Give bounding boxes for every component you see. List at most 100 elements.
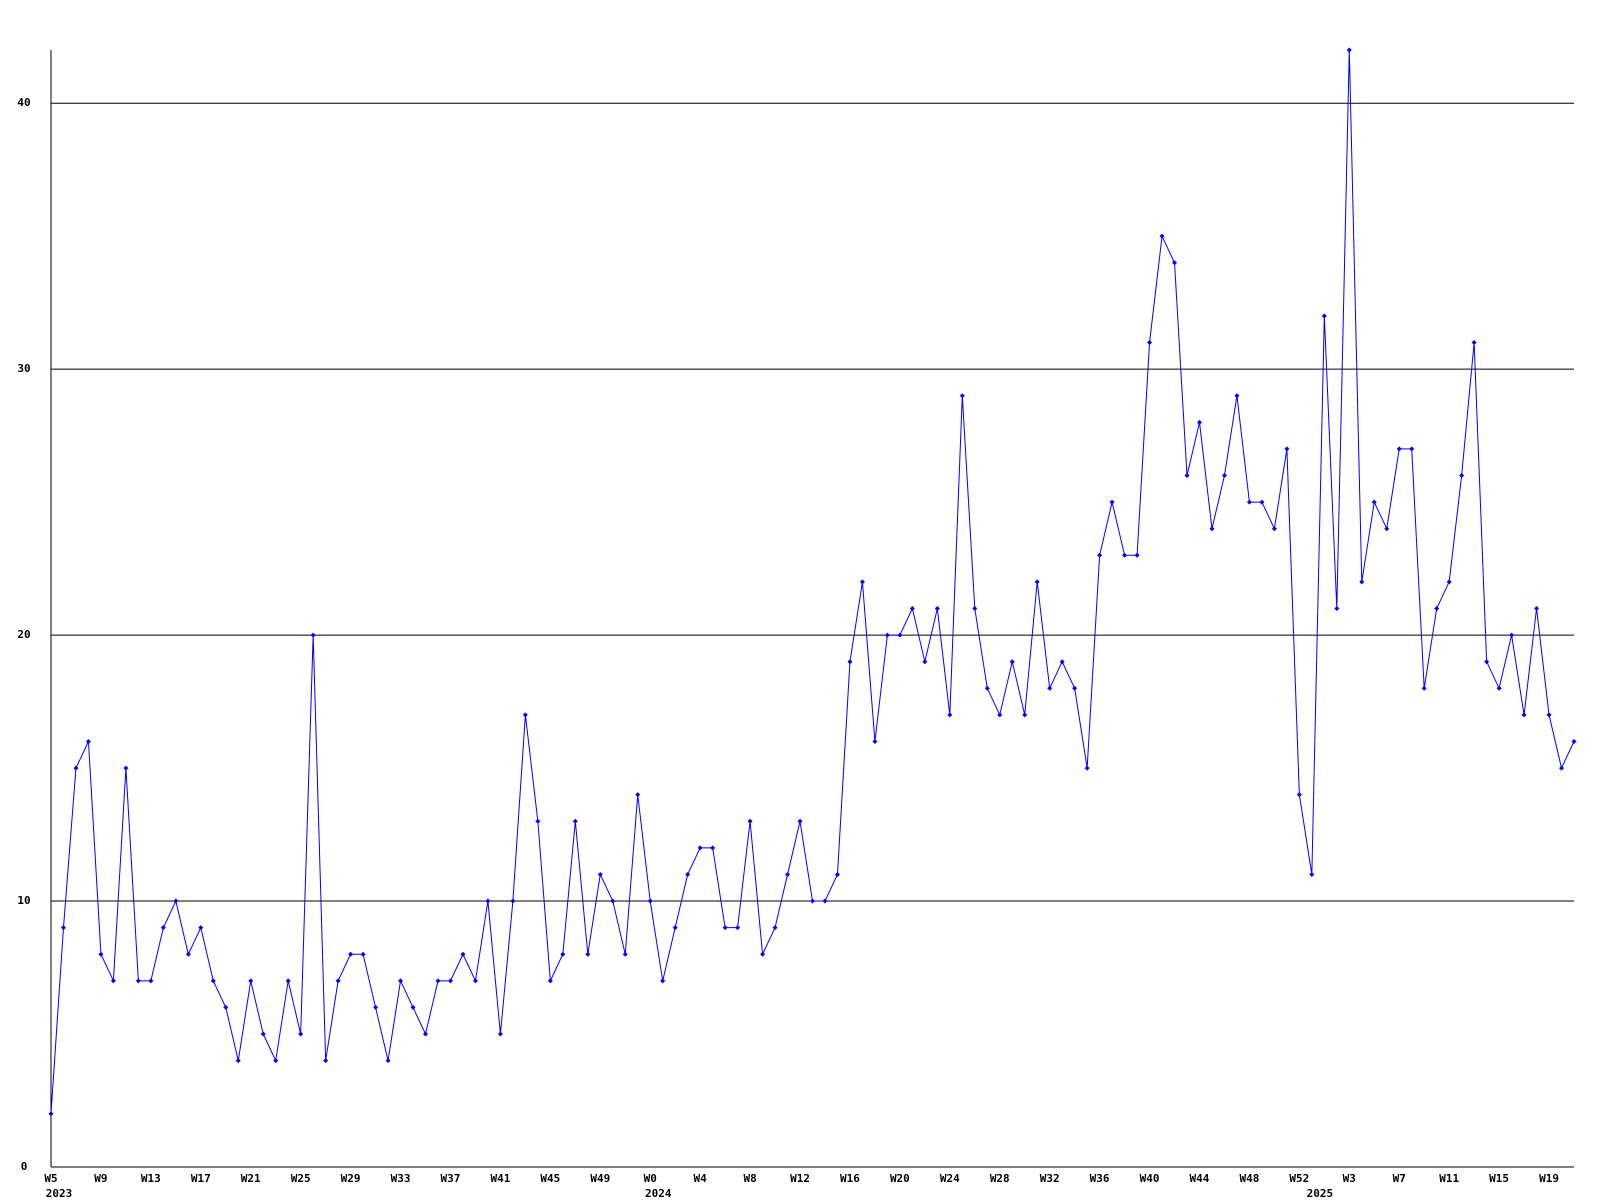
data-point — [735, 925, 741, 931]
data-point — [1409, 446, 1415, 452]
data-point — [135, 978, 141, 984]
data-point — [1084, 765, 1090, 771]
x-tick-label: W11 — [1439, 1172, 1459, 1185]
data-point — [1022, 712, 1028, 718]
data-point — [1234, 393, 1240, 399]
data-point — [1184, 473, 1190, 479]
data-point — [260, 1031, 266, 1037]
data-point — [747, 818, 753, 824]
data-point — [722, 925, 728, 931]
data-point — [1384, 526, 1390, 532]
data-point — [1496, 685, 1502, 691]
data-point — [547, 978, 553, 984]
data-point — [635, 792, 641, 798]
data-point — [1459, 473, 1465, 479]
data-point — [1346, 47, 1352, 53]
y-tick-label: 20 — [17, 628, 30, 641]
data-point — [73, 765, 79, 771]
data-point — [310, 632, 316, 638]
data-point — [647, 898, 653, 904]
x-tick-label: W7 — [1393, 1172, 1406, 1185]
x-tick-label: W29 — [341, 1172, 361, 1185]
y-tick-label: 0 — [21, 1160, 28, 1173]
data-point — [1446, 579, 1452, 585]
data-point — [360, 951, 366, 957]
x-tick-label: W19 — [1539, 1172, 1559, 1185]
data-point — [1396, 446, 1402, 452]
data-point — [1134, 552, 1140, 558]
data-point — [884, 632, 890, 638]
data-point — [922, 659, 928, 665]
data-point — [1434, 606, 1440, 611]
x-tick-label: W45 — [540, 1172, 560, 1185]
data-point — [110, 978, 116, 984]
data-point — [997, 712, 1003, 718]
data-point — [385, 1058, 391, 1064]
data-point — [410, 1004, 416, 1010]
data-point — [1471, 340, 1477, 346]
data-point — [847, 659, 853, 665]
data-point — [897, 632, 903, 638]
data-point — [597, 871, 603, 877]
x-tick-label: W49 — [590, 1172, 610, 1185]
data-point — [1097, 552, 1103, 558]
x-tick-label: W9 — [94, 1172, 107, 1185]
data-point — [1534, 606, 1540, 611]
data-point — [373, 1004, 379, 1010]
x-tick-label: W5 — [44, 1172, 57, 1185]
data-point — [1009, 659, 1015, 665]
data-point — [1559, 765, 1565, 771]
x-year-label: 2025 — [1307, 1187, 1334, 1200]
data-point — [335, 978, 341, 984]
data-point — [510, 898, 516, 904]
data-point — [959, 393, 965, 399]
data-point — [1259, 499, 1265, 505]
data-point — [1209, 526, 1215, 532]
data-point — [1421, 685, 1427, 691]
data-point — [248, 978, 254, 984]
data-point — [1484, 659, 1490, 665]
data-point — [1047, 685, 1053, 691]
data-point — [672, 925, 678, 931]
data-point — [1059, 659, 1065, 665]
x-tick-label: W17 — [191, 1172, 211, 1185]
data-point — [685, 871, 691, 877]
data-point — [522, 712, 528, 718]
data-point — [1159, 233, 1165, 239]
data-point — [560, 951, 566, 957]
x-tick-label: W24 — [940, 1172, 960, 1185]
x-tick-label: W20 — [890, 1172, 910, 1185]
data-point — [1284, 446, 1290, 452]
data-point — [1246, 499, 1252, 505]
data-point — [934, 606, 940, 611]
data-point — [822, 898, 828, 904]
data-point — [447, 978, 453, 984]
data-point — [772, 925, 778, 931]
data-point — [1309, 871, 1315, 877]
x-tick-label: W33 — [391, 1172, 411, 1185]
data-point — [1271, 526, 1277, 532]
data-point — [435, 978, 441, 984]
data-point — [497, 1031, 503, 1037]
data-point — [909, 606, 915, 611]
data-point — [1371, 499, 1377, 505]
x-tick-label: W16 — [840, 1172, 860, 1185]
data-point — [1122, 552, 1128, 558]
x-tick-label: W0 — [644, 1172, 657, 1185]
data-point — [1296, 792, 1302, 798]
data-point — [160, 925, 166, 931]
data-point — [1147, 340, 1153, 346]
data-point — [572, 818, 578, 824]
x-tick-label: W25 — [291, 1172, 311, 1185]
data-point — [785, 871, 791, 877]
data-point — [1172, 260, 1178, 266]
x-tick-label: W40 — [1140, 1172, 1160, 1185]
data-point — [1571, 738, 1577, 744]
y-tick-label: 10 — [17, 894, 30, 907]
data-point — [1334, 606, 1340, 611]
data-point — [760, 951, 766, 957]
data-point — [535, 818, 541, 824]
data-point — [85, 738, 91, 744]
